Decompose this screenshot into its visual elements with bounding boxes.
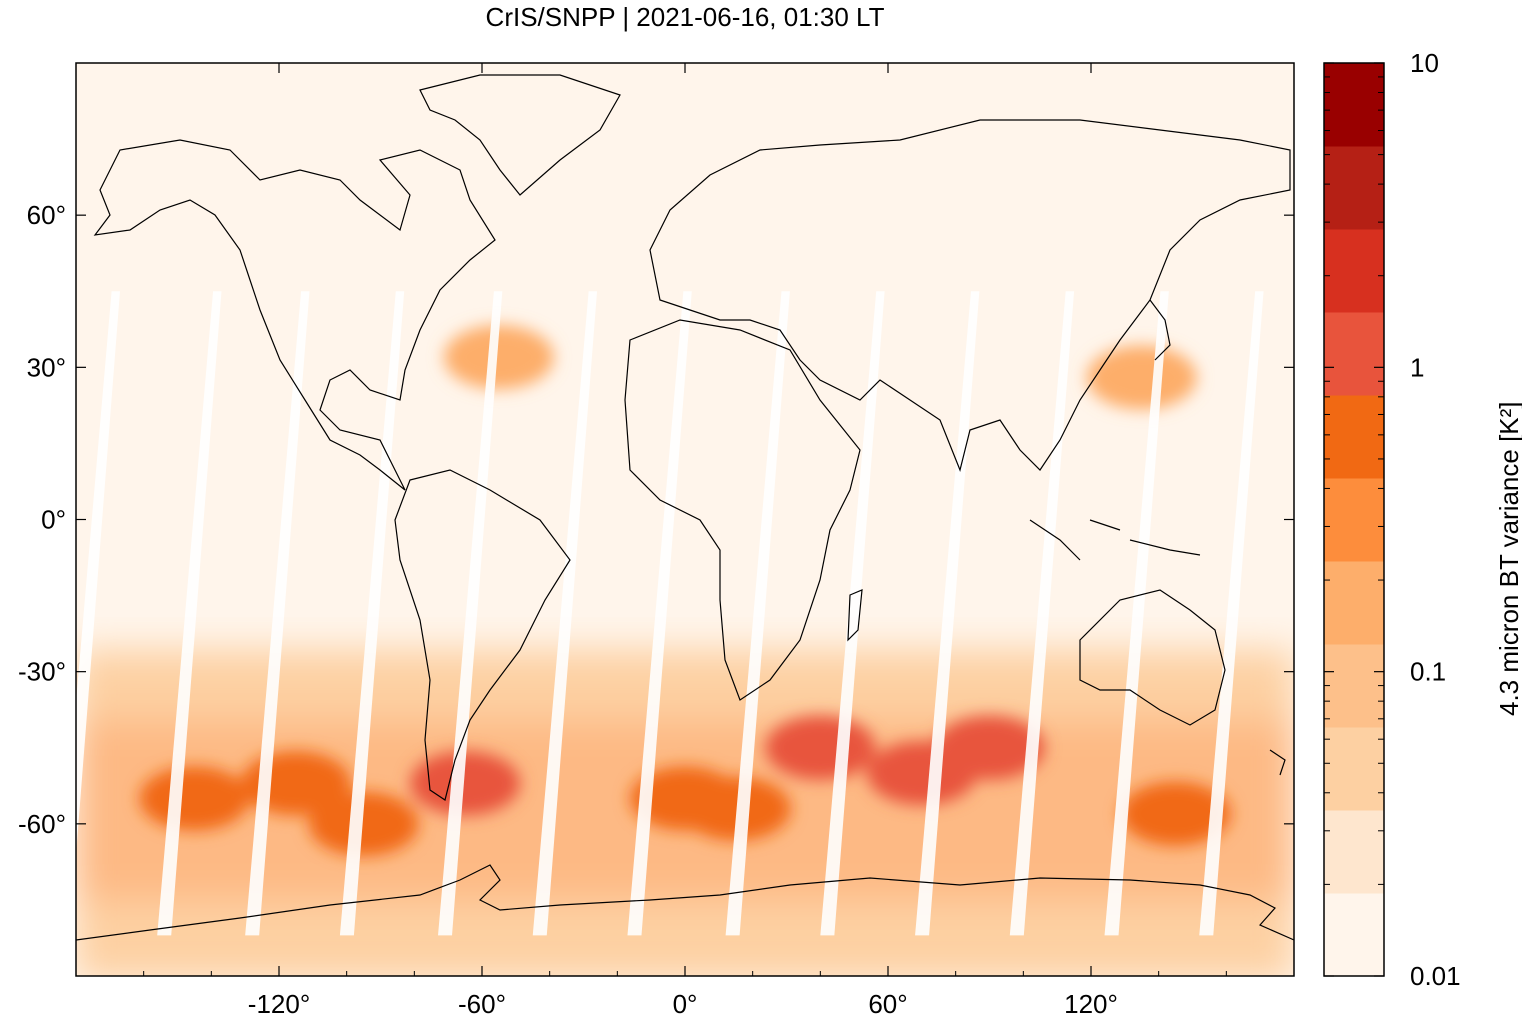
x-tick-label: -60° — [458, 989, 506, 1019]
coast-australia — [1079, 589, 1226, 726]
variance-hotspot-5 — [680, 776, 791, 841]
variance-hotspot-9 — [1120, 781, 1231, 846]
swath-gap-3 — [339, 291, 405, 936]
chart-title: CrIS/SNPP | 2021-06-16, 01:30 LT — [485, 2, 885, 32]
swath-gap-5 — [532, 291, 598, 936]
variance-hotspot-8 — [934, 715, 1045, 780]
swath-gap-12 — [1199, 291, 1264, 936]
swath-gap-2 — [245, 291, 310, 936]
swath-gaps — [76, 291, 1264, 936]
x-tick-label: 120° — [1064, 989, 1118, 1019]
coast-indonesia — [1029, 519, 1201, 561]
swath-gap-0 — [76, 291, 120, 855]
colorbar-segment-9 — [1324, 146, 1384, 230]
y-tick-label: 0° — [41, 505, 66, 535]
variance-hotspot-11 — [1086, 345, 1197, 410]
variance-hotspot-3 — [410, 751, 521, 816]
variance-hotspot-0 — [139, 766, 250, 831]
colorbar-segment-10 — [1324, 63, 1384, 147]
y-tick-label: -60° — [18, 809, 66, 839]
colorbar-tick-label: 0.1 — [1410, 657, 1446, 687]
y-tick-label: 60° — [27, 200, 66, 230]
colorbar-tick-label: 1 — [1410, 352, 1424, 382]
swath-gap-10 — [1009, 291, 1075, 936]
x-tick-label: 0° — [673, 989, 698, 1019]
colorbar-segment-3 — [1324, 644, 1384, 728]
swath-gap-4 — [438, 291, 503, 936]
y-tick-label: 30° — [27, 352, 66, 382]
colorbar-segment-2 — [1324, 727, 1384, 811]
y-tick-label: -30° — [18, 657, 66, 687]
colorbar-segment-0 — [1324, 893, 1384, 977]
colorbar-segment-6 — [1324, 395, 1384, 479]
coastlines — [76, 74, 1294, 941]
colorbar-segment-4 — [1324, 561, 1384, 645]
x-tick-label: 60° — [868, 989, 907, 1019]
coast-antarctica — [76, 864, 1294, 941]
coast-japan — [1149, 299, 1171, 361]
swath-gap-6 — [627, 291, 692, 936]
coast-eurasia — [649, 119, 1291, 472]
variance-hotspot-2 — [308, 791, 419, 856]
colorbar-segment-5 — [1324, 478, 1384, 562]
coast-north-america — [93, 139, 496, 491]
x-axis: -120° -60° 0° 60° 120° — [143, 63, 1227, 1019]
swath-gap-7 — [725, 291, 790, 936]
swath-gap-11 — [1104, 291, 1169, 936]
variance-hotspot-10 — [443, 325, 554, 390]
variance-hotspot-6 — [765, 715, 876, 780]
coast-south-america — [394, 469, 571, 801]
colorbar-frame — [1323, 62, 1385, 977]
colorbar-tick-label: 0.01 — [1410, 961, 1461, 991]
coast-africa — [624, 319, 861, 701]
coast-madagascar — [847, 589, 863, 642]
colorbar: 10 1 0.1 0.01 — [1323, 48, 1461, 991]
swath-gap-8 — [820, 291, 885, 936]
y-axis: 60° 30° 0° -30° -60° — [18, 200, 1294, 839]
colorbar-segment-1 — [1324, 810, 1384, 894]
coast-greenland — [419, 74, 621, 196]
swath-gap-1 — [157, 291, 222, 936]
x-tick-label: -120° — [248, 989, 310, 1019]
coast-new-zealand — [1269, 749, 1286, 776]
colorbar-segment-7 — [1324, 312, 1384, 396]
swath-gap-9 — [915, 291, 980, 936]
colorbar-tick-label: 10 — [1410, 48, 1439, 78]
colorbar-segment-8 — [1324, 229, 1384, 313]
colorbar-label: 4.3 micron BT variance [K²] — [1494, 401, 1522, 716]
